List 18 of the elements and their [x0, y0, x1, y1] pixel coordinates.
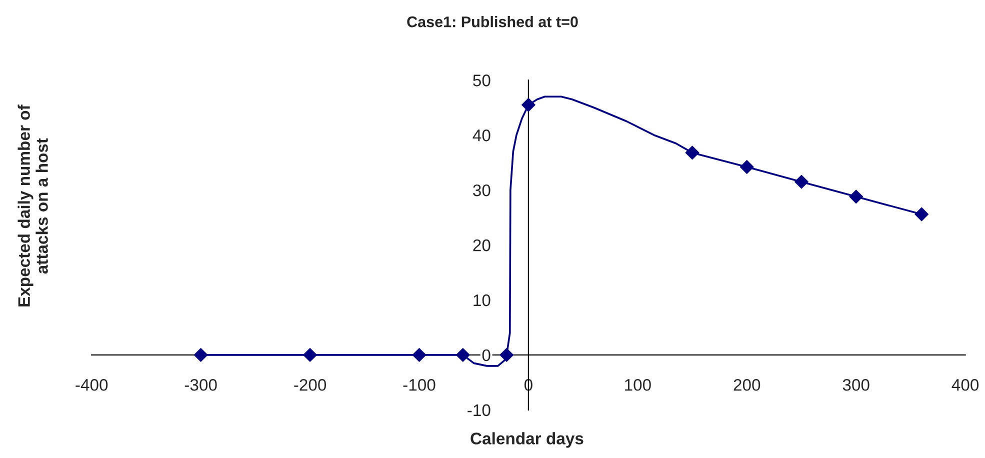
x-tick-label: -300 [184, 379, 217, 391]
y-tick-label: -10 [468, 404, 490, 416]
x-tick-label: 200 [734, 379, 760, 391]
x-tick-label: 300 [842, 379, 870, 391]
x-tick-label: -400 [76, 379, 108, 391]
x-tick-label: 400 [952, 379, 979, 391]
y-tick-label: 20 [473, 239, 490, 252]
y-tick-label: 30 [473, 184, 490, 196]
y-axis-title: Expected daily number of attacks on a host [18, 104, 48, 306]
y-tick-label: 0 [482, 349, 490, 362]
y-tick-label: 40 [472, 130, 490, 142]
y-tick-label: 50 [473, 74, 490, 86]
x-axis-title: Calendar days [470, 432, 584, 448]
x-tick-label: -200 [294, 379, 326, 391]
chart-title: Case1: Published at t=0 [407, 16, 578, 28]
y-tick-label: 10 [474, 294, 490, 306]
x-tick-label: 100 [625, 379, 651, 391]
x-tick-label: -100 [403, 379, 436, 391]
